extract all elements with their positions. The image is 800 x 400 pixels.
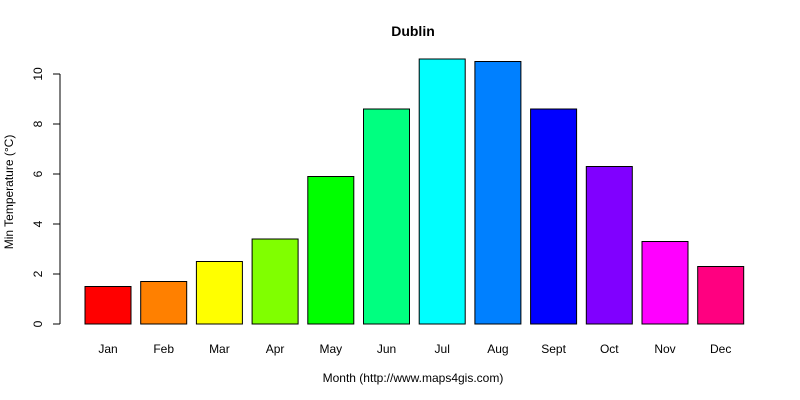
x-tick-label: Aug (487, 342, 508, 356)
bar-apr (251, 238, 299, 325)
x-tick-label: Jul (435, 342, 450, 356)
bar-oct (585, 166, 633, 325)
x-axis-label: Month (http://www.maps4gis.com) (323, 371, 504, 385)
chart-title: Dublin (391, 23, 435, 39)
bar-nov (641, 241, 689, 325)
y-axis: 0 2 4 6 8 10 (31, 67, 61, 327)
bar-mar (195, 261, 243, 325)
y-tick-label: 0 (31, 320, 45, 327)
x-tick-label: Jan (98, 342, 117, 356)
x-tick-label: Nov (654, 342, 675, 356)
x-tick-label: May (319, 342, 342, 356)
x-tick-label: Jun (377, 342, 396, 356)
y-tick-label: 4 (31, 220, 45, 227)
x-tick-label: Apr (266, 342, 285, 356)
y-tick-label: 2 (31, 270, 45, 277)
x-tick-label: Mar (209, 342, 230, 356)
bar-sept (530, 108, 578, 325)
bar-jan (84, 286, 132, 325)
y-axis-label: Min Temperature (°C) (2, 135, 16, 250)
bar-jun (363, 108, 410, 325)
x-tick-label: Dec (710, 342, 731, 356)
y-tick-label: 6 (31, 170, 45, 177)
x-axis-tick-labels: Jan Feb Mar Apr May Jun Jul Aug Sept Oct Nov Dec (98, 342, 731, 356)
bar-may (307, 176, 355, 325)
bar-feb (140, 281, 188, 325)
x-tick-label: Oct (600, 342, 619, 356)
bar-dec (697, 266, 745, 325)
x-tick-label: Feb (153, 342, 174, 356)
bars (84, 58, 745, 325)
bar-aug (474, 61, 522, 325)
bar-jul (418, 58, 466, 325)
x-tick-label: Sept (541, 342, 566, 356)
y-tick-label: 8 (31, 120, 45, 127)
y-tick-label: 10 (31, 67, 45, 81)
